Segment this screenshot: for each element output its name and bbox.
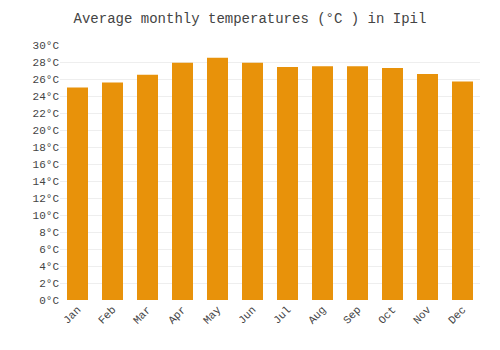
svg-text:Sep: Sep [341, 304, 363, 326]
svg-text:26°C: 26°C [33, 74, 60, 86]
svg-text:Apr: Apr [166, 304, 188, 326]
svg-text:20°C: 20°C [33, 125, 60, 137]
svg-text:Aug: Aug [306, 304, 328, 326]
svg-text:Average monthly temperatures (: Average monthly temperatures (°C ) in Ip… [74, 11, 427, 27]
svg-text:24°C: 24°C [33, 91, 60, 103]
svg-text:Feb: Feb [96, 304, 118, 326]
svg-text:Jun: Jun [236, 304, 258, 326]
svg-text:2°C: 2°C [39, 278, 59, 290]
svg-text:12°C: 12°C [33, 193, 60, 205]
svg-text:Jan: Jan [61, 304, 83, 326]
svg-text:16°C: 16°C [33, 159, 60, 171]
svg-text:14°C: 14°C [33, 176, 60, 188]
svg-text:10°C: 10°C [33, 210, 60, 222]
svg-text:4°C: 4°C [39, 261, 59, 273]
svg-text:Jul: Jul [271, 304, 293, 326]
svg-text:8°C: 8°C [39, 227, 59, 239]
svg-text:30°C: 30°C [33, 40, 60, 52]
svg-text:18°C: 18°C [33, 142, 60, 154]
svg-text:Nov: Nov [411, 304, 434, 327]
svg-text:Dec: Dec [446, 304, 468, 326]
svg-text:6°C: 6°C [39, 244, 59, 256]
svg-text:0°C: 0°C [39, 295, 59, 307]
svg-text:28°C: 28°C [33, 57, 60, 69]
svg-text:22°C: 22°C [33, 108, 60, 120]
svg-text:Oct: Oct [376, 304, 398, 326]
svg-text:May: May [201, 304, 224, 327]
svg-text:Mar: Mar [131, 304, 153, 326]
